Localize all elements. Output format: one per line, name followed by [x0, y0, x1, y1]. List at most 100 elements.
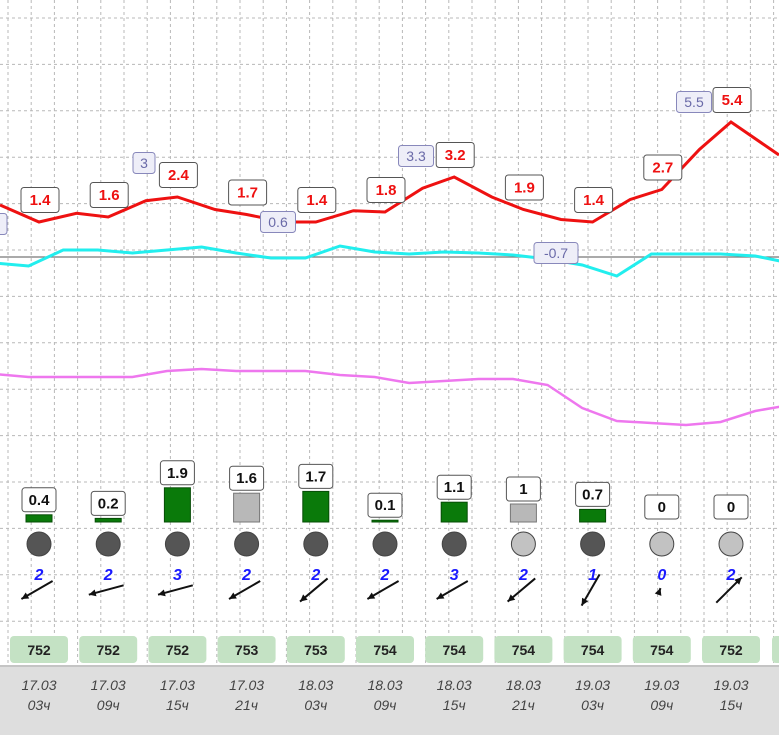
feels-like-label-box: [0, 213, 8, 235]
pressure-box: [425, 636, 484, 663]
time-axis-hour: 03ч: [28, 697, 51, 713]
pressure-label: 752: [719, 642, 743, 658]
cloud-cover-icon: [510, 531, 536, 557]
precipitation-bars: 0.4 0.2 1.9 1.6 1.7 0.1 1.1 1 0.7 0 0: [21, 460, 749, 523]
wind-speed-label: 3: [173, 567, 182, 584]
wind-speed-label: 3: [450, 567, 459, 584]
pressure-box: [79, 636, 138, 663]
pressure-label: 754: [373, 642, 397, 658]
cloud-cover-icon: [372, 531, 398, 557]
time-axis-date: 17.03: [21, 677, 56, 693]
time-axis-hour: 15ч: [720, 697, 743, 713]
pressure-label: 753: [304, 642, 328, 658]
feels-like-labels: .530.63.3-0.75.5: [0, 91, 712, 264]
pressure-box: [702, 636, 760, 663]
wind-arrow-head: [229, 592, 237, 599]
pressure-box: [494, 636, 553, 663]
pressure-label: 752: [97, 642, 121, 658]
time-axis-hour: 09ч: [650, 697, 673, 713]
precipitation-label: 1.6: [236, 470, 257, 487]
time-axis-date: 18.03: [437, 677, 472, 693]
precipitation-label-box: [644, 494, 680, 520]
precipitation-bar: [233, 492, 261, 523]
precipitation-label-box: [713, 494, 749, 520]
precipitation-bar: [302, 490, 330, 523]
dew-point-series-line: [0, 244, 779, 278]
pressure-box: [356, 636, 414, 663]
time-axis-hour: 21ч: [234, 697, 258, 713]
temperature-label: 1.4: [30, 192, 52, 209]
cloud-cover-icon: [718, 531, 744, 557]
temperature-labels: 1.4 1.6 2.4 1.7 1.4 1.8 3.2 1.9 1.4 2.7 5.4: [20, 87, 752, 213]
cloud-cover-icon: [441, 531, 467, 557]
wind-arrow-head: [158, 589, 166, 597]
precipitation-label: 1: [519, 481, 527, 498]
time-axis-band: [0, 667, 779, 735]
temperature-label: 2.7: [652, 160, 673, 177]
time-axis-date: 19.03: [713, 677, 748, 693]
wind-arrow-head: [367, 592, 376, 599]
temperature-label-box: [435, 142, 475, 168]
temperature-label: 1.4: [306, 192, 328, 209]
pressure-label: 753: [235, 642, 259, 658]
time-axis-labels: 17.03 03ч 17.03 09ч 17.03 15ч 17.03 21ч 18.03 03ч…: [21, 677, 748, 713]
precipitation-label-box: [90, 490, 126, 516]
time-axis-date: 17.03: [91, 677, 126, 693]
temperature-label: 3.2: [445, 147, 466, 164]
time-axis-date: 19.03: [575, 677, 610, 693]
pressure-label: 754: [581, 642, 605, 658]
wind-speed-label: 0: [657, 567, 666, 584]
temperature-label: 5.4: [722, 92, 744, 109]
time-axis-hour: 03ч: [581, 697, 604, 713]
wind-arrow-head: [734, 577, 742, 585]
pressure-box: [10, 636, 68, 663]
wind-arrow-head: [654, 588, 662, 596]
pressure-label: 754: [443, 642, 467, 658]
time-axis-hour: 15ч: [166, 697, 189, 713]
precipitation-label: 0.2: [98, 495, 119, 512]
pressure-box: [286, 636, 345, 663]
temperature-label-box: [643, 154, 683, 181]
precipitation-label-box: [229, 465, 265, 491]
precipitation-label-box: [575, 481, 611, 507]
feels-like-label: 5.5: [684, 94, 704, 110]
temperature-label: 1.6: [99, 187, 120, 204]
wind-arrow-head: [581, 597, 589, 606]
cloud-cover-icon: [26, 531, 52, 557]
time-axis-hour: 09ч: [374, 697, 397, 713]
temperature-label: 2.4: [168, 167, 190, 184]
temperature-label-box: [574, 187, 614, 213]
time-axis-date: 18.03: [506, 677, 541, 693]
pressure-row: 752 752 752 753 753 754 754 754 754 754 752: [10, 636, 779, 663]
temperature-label-box: [297, 187, 337, 213]
temperature-label-box: [228, 179, 268, 206]
feels-like-label-box: [132, 152, 156, 174]
feels-like-label: 3: [140, 155, 148, 171]
temperature-series-line: [0, 120, 779, 224]
temperature-label: 1.4: [583, 192, 605, 209]
pressure-label: 752: [166, 642, 190, 658]
wind-speed-label: 2: [726, 567, 736, 584]
time-axis-hour: 21ч: [511, 697, 535, 713]
humidity-series-line: [0, 367, 779, 427]
precipitation-label: 1.1: [444, 479, 465, 496]
cloud-cover-icon: [95, 531, 121, 557]
precipitation-label: 1.7: [305, 468, 326, 485]
cloud-cover-icon: [303, 531, 329, 557]
wind-arrow-head: [21, 592, 30, 599]
precipitation-label: 0: [727, 499, 735, 516]
temperature-label: 1.7: [237, 185, 258, 202]
time-axis-date: 18.03: [367, 677, 402, 693]
precipitation-label-box: [298, 463, 334, 489]
time-axis-hour: 15ч: [443, 697, 466, 713]
wind-arrow-head: [507, 594, 516, 602]
cloud-cover-icons: [26, 531, 744, 557]
feels-like-label: 0.6: [268, 214, 288, 230]
temperature-label-box: [712, 87, 752, 113]
temperature-label: 1.8: [376, 182, 397, 199]
wind-arrow-head: [88, 589, 97, 597]
wind-speed-label: 2: [310, 567, 320, 584]
pressure-box-partial: [772, 636, 779, 663]
wind-speed-label: 2: [380, 567, 390, 584]
